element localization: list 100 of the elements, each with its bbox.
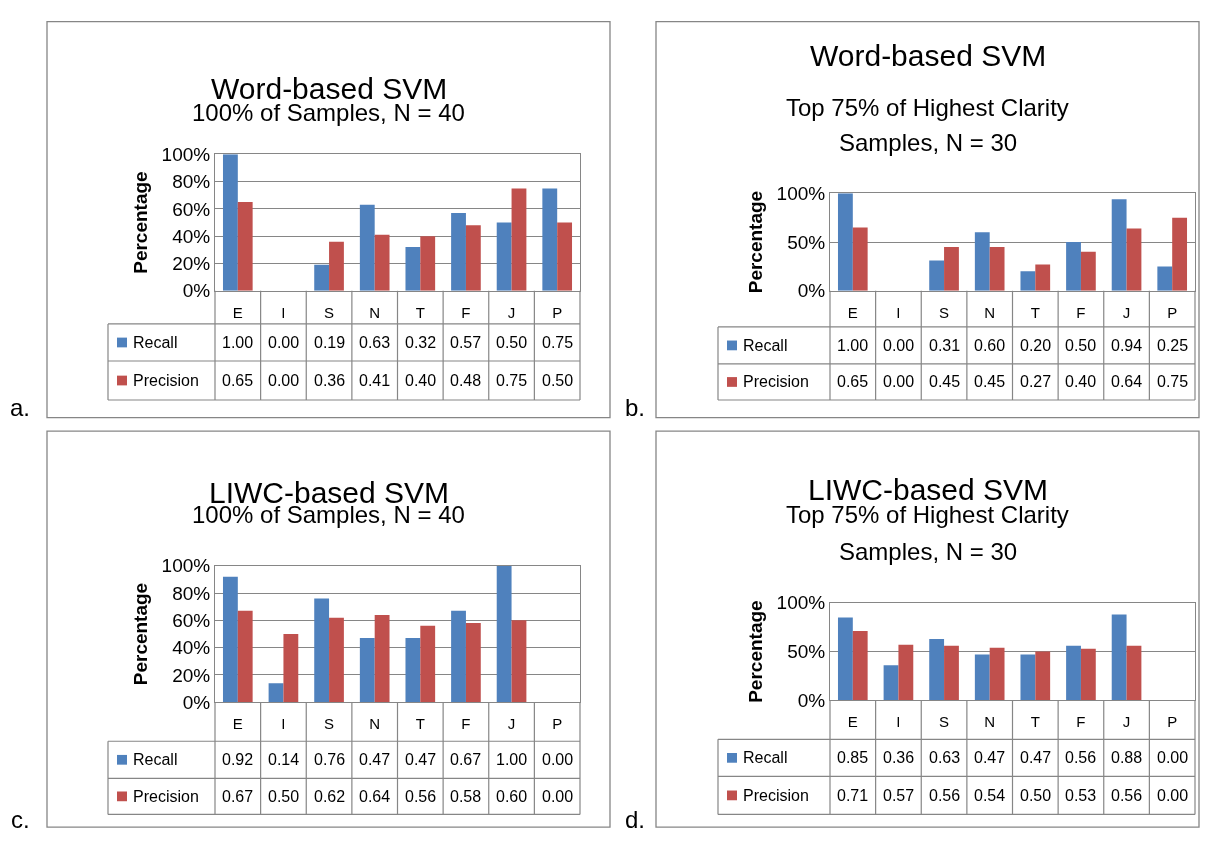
- data-label: 0.65: [837, 373, 869, 390]
- data-label: 0.47: [1020, 749, 1052, 766]
- x-tick-label: E: [847, 713, 858, 731]
- data-label: 0.45: [974, 373, 1006, 390]
- data-label: 0.62: [314, 788, 346, 805]
- y-axis-title: Percentage: [130, 171, 152, 274]
- data-label: 0.92: [222, 751, 254, 768]
- data-label: 1.00: [496, 751, 528, 768]
- data-label: 0.31: [929, 337, 961, 354]
- bar: [451, 213, 466, 291]
- data-label: 0.63: [929, 749, 961, 766]
- bar: [542, 188, 558, 291]
- bar: [837, 617, 853, 701]
- x-tick-label: T: [415, 303, 425, 321]
- x-tick-label: P: [552, 303, 563, 321]
- bar: [359, 204, 375, 291]
- bar: [237, 610, 253, 703]
- x-tick-label: E: [232, 715, 243, 733]
- x-tick-label: I: [281, 715, 286, 733]
- data-label: 0.75: [542, 334, 574, 351]
- x-tick-label: N: [369, 715, 381, 733]
- bar: [944, 645, 959, 701]
- x-tick-label: S: [324, 303, 335, 321]
- text: a.: [10, 394, 31, 421]
- data-label: 0.88: [1111, 749, 1143, 766]
- data-label: 0.56: [929, 787, 961, 804]
- chart-subtitle: Top 75% of Highest Clarity Samples, N = 30: [786, 94, 1069, 156]
- data-label: 0.45: [929, 373, 961, 390]
- legend-label: Precision: [743, 787, 809, 804]
- data-label: 0.36: [314, 372, 346, 389]
- bar: [974, 232, 990, 291]
- x-tick-label: F: [1076, 713, 1086, 731]
- bar: [465, 623, 481, 703]
- bar: [420, 625, 436, 703]
- x-tick-label: J: [507, 303, 516, 321]
- bar: [1157, 266, 1173, 291]
- data-label: 0.85: [837, 749, 869, 766]
- data-label: 0.00: [542, 788, 574, 805]
- bar: [329, 241, 344, 291]
- y-tick-label: 0%: [182, 280, 211, 302]
- x-tick-label: E: [232, 303, 243, 321]
- bar: [451, 610, 466, 703]
- bar: [852, 227, 868, 291]
- x-tick-label: F: [1076, 303, 1086, 321]
- x-tick-label: F: [461, 715, 471, 733]
- data-label: 0.53: [1065, 787, 1097, 804]
- data-label: 0.64: [1111, 373, 1143, 390]
- data-label: 0.75: [496, 372, 528, 389]
- bar: [837, 193, 853, 291]
- data-label: 0.57: [450, 334, 482, 351]
- data-label: 0.40: [405, 372, 437, 389]
- data-label: 0.48: [450, 372, 482, 389]
- y-axis-title: Percentage: [130, 582, 152, 686]
- bar: [1080, 648, 1096, 701]
- data-label: 0.71: [837, 787, 869, 804]
- data-label: 0.60: [496, 788, 528, 805]
- bar: [883, 665, 899, 701]
- bar: [1066, 242, 1081, 291]
- legend-label: Precision: [133, 788, 199, 805]
- data-label: 0.36: [883, 749, 915, 766]
- bar: [898, 644, 914, 701]
- x-tick-label: J: [507, 715, 516, 733]
- bar: [511, 620, 527, 703]
- data-label: 0.20: [1020, 337, 1052, 354]
- data-label: 0.60: [974, 337, 1006, 354]
- bar: [989, 246, 1005, 291]
- bar: [314, 598, 330, 703]
- x-tick-label: J: [1122, 713, 1131, 731]
- bar: [222, 576, 238, 703]
- data-label: 0.57: [883, 787, 915, 804]
- bar: [1111, 614, 1127, 701]
- y-tick-label: 50%: [787, 231, 826, 253]
- y-tick-label: 20%: [172, 664, 211, 686]
- bar: [283, 634, 299, 703]
- data-label: 0.19: [314, 334, 346, 351]
- text: c.: [11, 806, 30, 833]
- bar: [329, 617, 344, 703]
- bar: [1172, 217, 1188, 291]
- x-tick-label: P: [1167, 713, 1178, 731]
- bar: [511, 188, 527, 291]
- data-label: 0.50: [268, 788, 300, 805]
- x-tick-label: S: [939, 303, 950, 321]
- data-label: 0.64: [359, 788, 391, 805]
- data-label: 0.58: [450, 788, 482, 805]
- y-tick-label: 100%: [776, 182, 826, 204]
- data-label: 0.76: [314, 751, 346, 768]
- legend-label: Recall: [743, 749, 788, 766]
- x-tick-label: F: [461, 303, 471, 321]
- data-label: 0.32: [405, 334, 437, 351]
- y-tick-label: 0%: [797, 689, 826, 711]
- data-label: 0.00: [268, 334, 300, 351]
- bar: [359, 638, 375, 703]
- bar: [237, 202, 253, 291]
- data-label: 0.54: [974, 787, 1006, 804]
- text: b.: [625, 394, 646, 421]
- y-tick-label: 20%: [172, 253, 211, 275]
- data-label: 0.65: [222, 372, 254, 389]
- data-label: 0.56: [1111, 787, 1143, 804]
- y-tick-label: 0%: [797, 280, 826, 302]
- x-tick-label: E: [847, 303, 858, 321]
